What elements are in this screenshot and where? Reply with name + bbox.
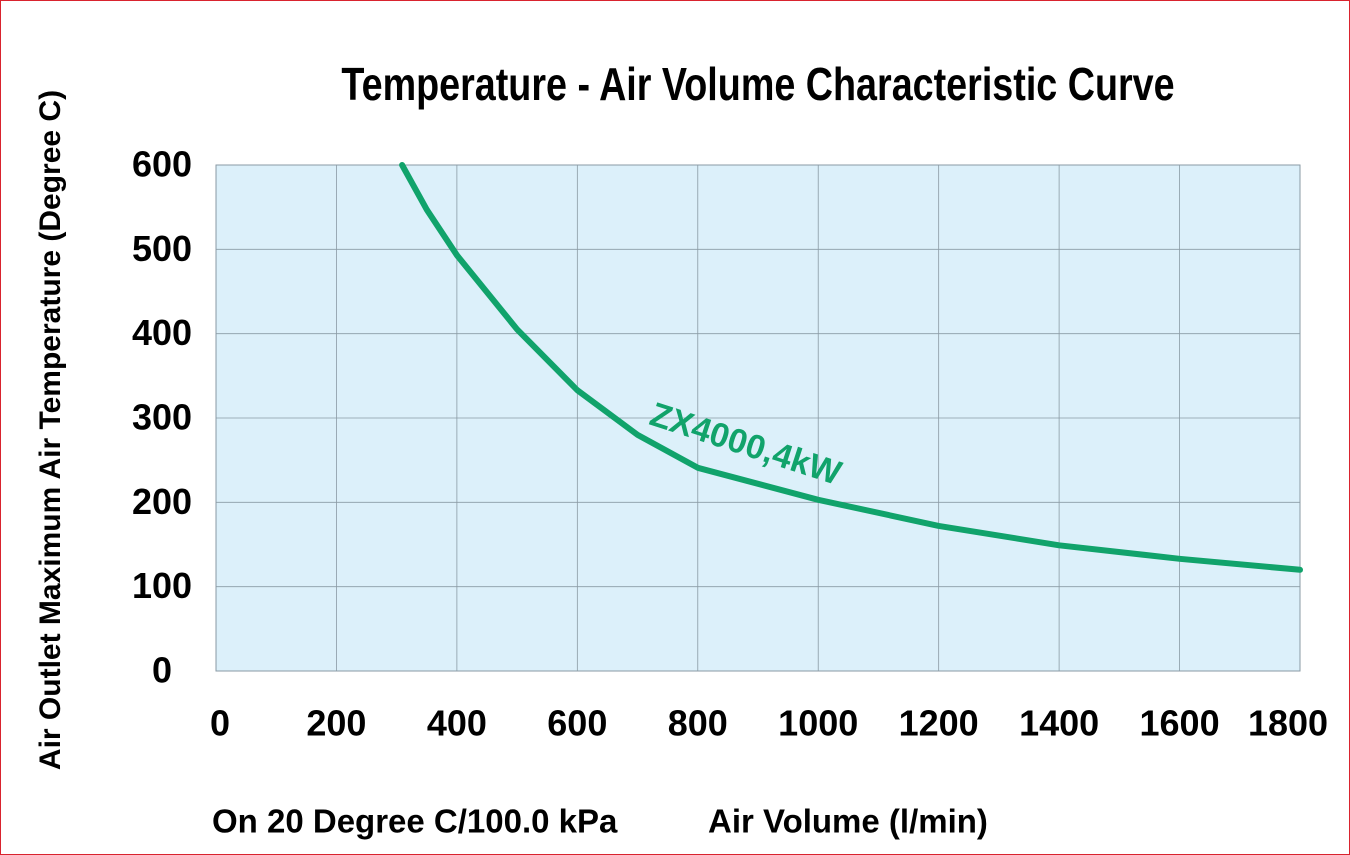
x-tick-label: 400 <box>427 703 487 744</box>
y-tick-label: 100 <box>132 565 192 606</box>
x-tick-label: 1600 <box>1140 703 1220 744</box>
x-tick-label: 1400 <box>1019 703 1099 744</box>
line <box>399 162 1303 573</box>
x-tick-label: 0 <box>210 703 230 744</box>
note: On 20 Degree C/100.0 kPa <box>212 803 618 840</box>
x-tick-label: 1800 <box>1248 703 1328 744</box>
x-axis-label: Air Volume (l/min) <box>708 803 988 840</box>
y-tick-label: 400 <box>132 312 192 353</box>
x-tick-label: 200 <box>306 703 366 744</box>
x-tick-label: 1000 <box>778 703 858 744</box>
y-tick-label: 600 <box>132 144 192 185</box>
x-tick-label: 1200 <box>899 703 979 744</box>
chart-title: Temperature - Air Volume Characteristic … <box>341 59 1174 110</box>
y-tick-label: 500 <box>132 228 192 269</box>
x-tick-label: 800 <box>668 703 728 744</box>
y-tick-label: 0 <box>152 650 172 691</box>
y-tick-label: 300 <box>132 397 192 438</box>
y-axis-label: Air Outlet Maximum Air Temperature (Degr… <box>34 90 67 770</box>
x-tick-label: 600 <box>547 703 607 744</box>
y-tick-label: 200 <box>132 481 192 522</box>
